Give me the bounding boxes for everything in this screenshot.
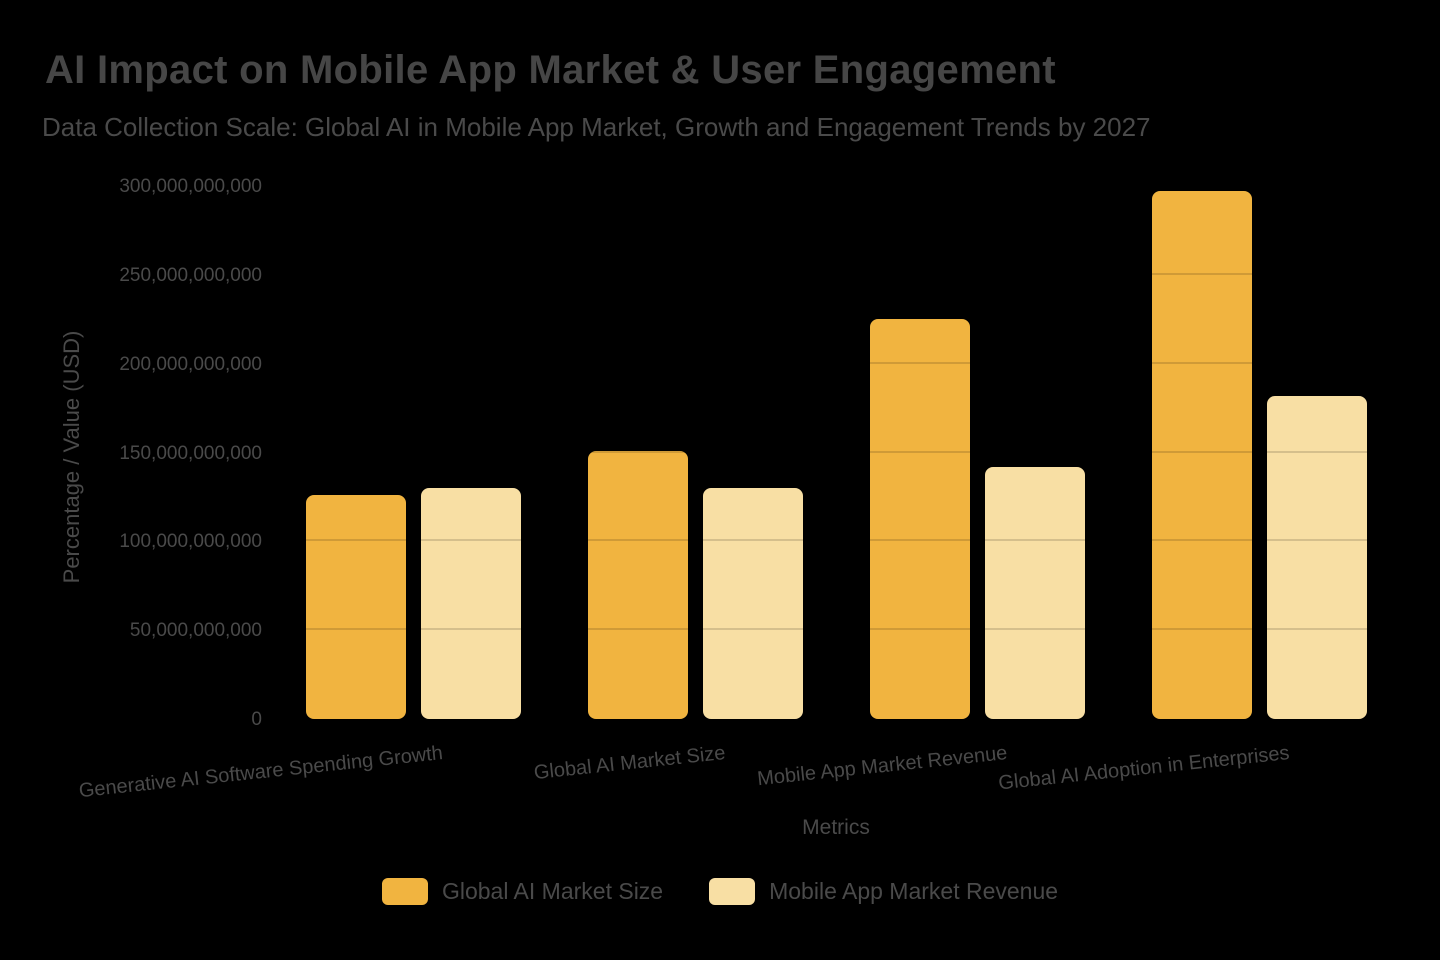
y-tick-label: 200,000,000,000 <box>119 353 262 375</box>
gridline <box>272 539 1400 542</box>
bar-series2[interactable] <box>1266 395 1367 719</box>
bar-series1[interactable] <box>869 319 970 719</box>
bar-series2[interactable] <box>702 488 803 719</box>
bar-series1[interactable] <box>305 495 406 719</box>
y-tick-label: 0 <box>251 709 262 730</box>
gridline <box>272 628 1400 631</box>
legend-swatch <box>709 878 756 905</box>
y-tick-label: 250,000,000,000 <box>119 264 262 286</box>
gridline <box>272 184 1400 186</box>
bar-series2[interactable] <box>984 466 1085 719</box>
x-tick-label: Global AI Adoption in Enterprises <box>996 742 1291 795</box>
legend-item-1[interactable]: Global AI Market Size <box>381 878 664 905</box>
x-tick-label: Global AI Market Size <box>532 742 727 785</box>
gridline <box>272 450 1400 453</box>
y-tick-label: 100,000,000,000 <box>119 531 262 553</box>
legend-label: Mobile App Market Revenue <box>769 878 1059 904</box>
legend-item-2[interactable]: Mobile App Market Revenue <box>709 878 1058 905</box>
y-tick-label: 50,000,000,000 <box>129 620 262 642</box>
x-axis-title: Metrics <box>802 816 870 839</box>
chart-title: AI Impact on Mobile App Market & User En… <box>45 48 1056 92</box>
legend-label: Global AI Market Size <box>441 878 664 904</box>
y-tick-label: 300,000,000,000 <box>119 176 262 197</box>
gridline <box>272 361 1400 364</box>
bar-series1[interactable] <box>1151 191 1252 719</box>
x-tick-label: Mobile App Market Revenue <box>755 742 1009 791</box>
legend-swatch <box>381 878 428 905</box>
y-tick-label: 150,000,000,000 <box>119 442 262 464</box>
plot-area <box>272 184 1400 719</box>
bar-series2[interactable] <box>420 488 521 719</box>
y-axis: 0 50,000,000,000 100,000,000,000 150,000,00… <box>0 0 262 960</box>
gridline <box>272 272 1400 275</box>
bar-series1[interactable] <box>587 450 688 719</box>
legend: Global AI Market Size Mobile App Market R… <box>0 878 1440 905</box>
chart-subtitle: Data Collection Scale: Global AI in Mobi… <box>42 112 1151 142</box>
